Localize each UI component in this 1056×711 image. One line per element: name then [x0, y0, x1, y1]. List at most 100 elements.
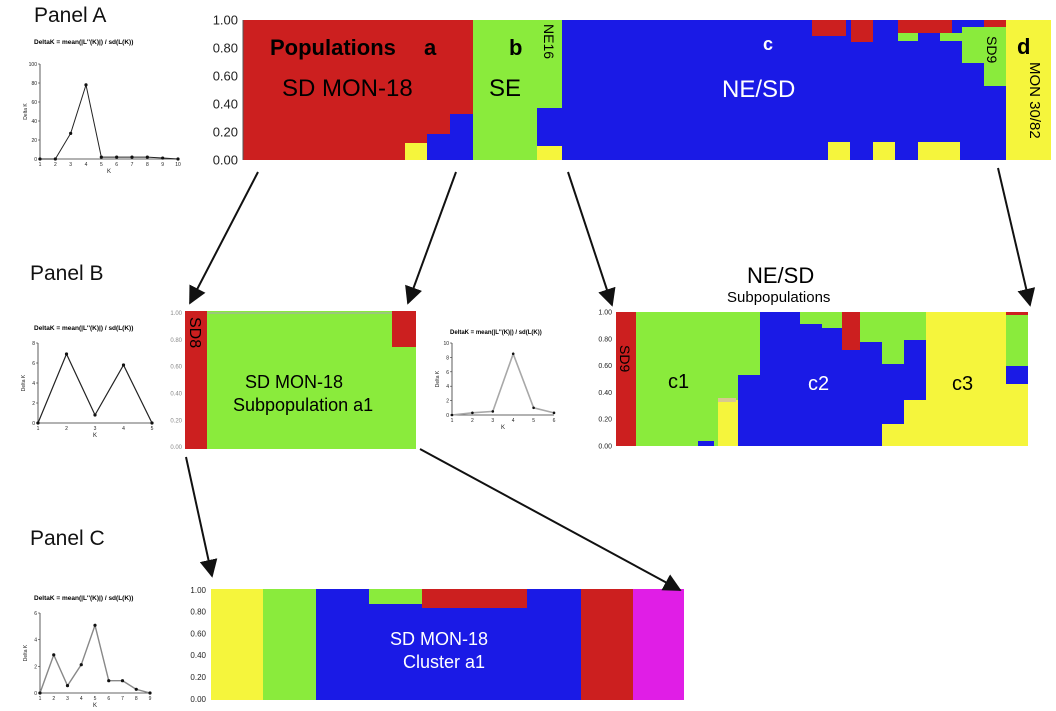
y-tick-label: 0.80 — [598, 336, 612, 343]
deltak-point — [107, 679, 111, 683]
panel-c-structure-plot: 1.00 0.80 0.60 0.40 0.20 0.00 SD MON-18 Clust… — [190, 586, 684, 704]
panel-b-left-title-1: SD MON-18 — [245, 372, 343, 392]
panel-b-right-c2-green-top-1 — [800, 312, 822, 324]
deltak-y-tick-label: 2 — [446, 399, 449, 405]
panel-b-right-c3-yellow-d — [1006, 384, 1028, 446]
deltak-y-tick-label: 6 — [32, 361, 35, 367]
panel-a-sd-mon18-label: SD MON-18 — [282, 75, 413, 102]
deltak-point — [64, 352, 69, 356]
panel-a-cluster-b-green — [473, 20, 537, 160]
panel-c-magenta — [633, 589, 684, 700]
y-tick-label: 0.20 — [213, 125, 238, 140]
panel-b-inset-deltak-title: DeltaK = mean(|L''(K)|) / sd(L(K)) — [450, 330, 542, 336]
deltak-y-label: Delta K — [23, 644, 29, 661]
deltak-y-tick-label: 8 — [32, 341, 35, 347]
y-tick-label: 0.80 — [170, 338, 182, 344]
arrow-b-to-c-1 — [185, 456, 218, 578]
deltak-point — [38, 691, 42, 695]
panel-b-deltak-title: DeltaK = mean(|L''(K)|) / sd(L(K)) — [34, 325, 133, 332]
y-tick-label: 0.80 — [190, 608, 206, 617]
panel-b-right-c2-green-top-5 — [904, 312, 926, 340]
panel-b-deltak-plot: DeltaK = mean(|L''(K)|) / sd(L(K)) 0 2 4 6 8… — [21, 325, 154, 439]
deltak-point — [491, 410, 495, 413]
panel-b-label: Panel B — [30, 262, 104, 285]
panel-c-green — [263, 589, 316, 700]
panel-b-right-c3-green — [1006, 312, 1028, 366]
deltak-point — [471, 411, 474, 415]
deltak-point — [115, 155, 119, 159]
panel-a-ne16-yellow — [537, 146, 562, 160]
deltak-line — [451, 351, 555, 416]
panel-c-red-top — [422, 589, 527, 608]
panel-a-populations-label: Populations — [270, 35, 396, 60]
y-tick-label: 0.00 — [213, 153, 238, 168]
deltak-y-tick-label: 2 — [34, 664, 37, 670]
panel-b-right-sd9-red — [616, 312, 636, 446]
deltak-x-tick-label: 5 — [151, 426, 154, 432]
panel-a-y-tick-labels: 1.00 0.80 0.60 0.40 0.20 0.00 — [213, 13, 238, 168]
deltak-point — [93, 623, 97, 627]
panel-a-mon3082-label: MON 30/82 — [1026, 62, 1043, 139]
panel-a-ne16-label: NE16 — [541, 24, 557, 59]
panel-a-sd9-label: SD9 — [984, 36, 1000, 63]
y-tick-label: 0.40 — [170, 392, 182, 398]
deltak-y-tick-label: 20 — [31, 138, 37, 144]
panel-a-ne16-green — [537, 20, 562, 108]
deltak-x-tick-label: 3 — [491, 418, 494, 424]
deltak-line — [39, 622, 151, 694]
deltak-x-tick-label: 4 — [80, 696, 83, 702]
deltak-y-tick-label: 80 — [31, 81, 37, 87]
panel-a-cluster-d-letter: d — [1017, 34, 1030, 59]
panel-b-left-red-top — [392, 311, 416, 347]
panel-c-y-tick-labels: 1.00 0.80 0.60 0.40 0.20 0.00 — [190, 586, 206, 704]
panel-a-c-red-3 — [898, 20, 952, 33]
connector-arrows — [185, 167, 1036, 591]
y-tick-label: 0.60 — [190, 629, 206, 638]
panel-a-cluster-a-blue1 — [427, 134, 450, 160]
y-tick-label: 0.60 — [598, 363, 612, 370]
y-tick-label: 1.00 — [598, 309, 612, 316]
y-tick-label: 0.00 — [170, 445, 182, 451]
deltak-point — [38, 157, 42, 161]
deltak-point — [161, 156, 165, 160]
deltak-point — [93, 413, 97, 417]
deltak-x-tick-label: 2 — [65, 426, 68, 432]
y-tick-label: 0.80 — [213, 41, 238, 56]
deltak-point — [65, 684, 70, 688]
deltak-point — [145, 155, 149, 159]
panel-b-right-c2-label: c2 — [808, 373, 829, 395]
panel-b-right-c3-yellow-c — [926, 312, 1006, 446]
deltak-point — [121, 363, 126, 367]
deltak-y-tick-label: 4 — [32, 381, 35, 387]
deltak-point — [450, 413, 454, 417]
deltak-y-tick-label: 8 — [446, 355, 449, 361]
panel-b-right-red-top — [1006, 312, 1028, 315]
deltak-point — [511, 352, 515, 356]
y-tick-label: 0.20 — [598, 417, 612, 424]
panel-b-left-sd8-red — [185, 311, 207, 449]
deltak-y-tick-label: 4 — [446, 384, 449, 390]
deltak-x-label: K — [93, 433, 97, 439]
panel-a-cluster-c-letter: c — [763, 34, 773, 54]
deltak-point — [120, 679, 125, 683]
y-tick-label: 1.00 — [170, 311, 182, 317]
panel-b-right-c3-yellow-a — [882, 424, 904, 446]
y-tick-label: 0.20 — [170, 418, 182, 424]
panel-c-title-1: SD MON-18 — [390, 629, 488, 649]
deltak-point — [53, 157, 57, 161]
arrow-a-to-b-left-1 — [189, 171, 259, 305]
deltak-y-tick-label: 60 — [31, 100, 37, 106]
deltak-y-tick-label: 0 — [32, 421, 35, 427]
deltak-point — [148, 691, 152, 695]
panel-b-right-c3-label: c3 — [952, 373, 973, 395]
panel-b-right-c2-green-top-4 — [882, 312, 904, 364]
deltak-y-tick-label: 6 — [446, 370, 449, 376]
y-tick-label: 0.40 — [190, 651, 206, 660]
panel-b-right-c1-label: c1 — [668, 371, 689, 393]
panel-a-cluster-a-letter: a — [424, 35, 437, 60]
deltak-x-tick-label: 9 — [161, 162, 164, 168]
deltak-x-tick-label: 4 — [512, 418, 515, 424]
deltak-y-label: Delta K — [21, 374, 27, 391]
y-tick-label: 0.60 — [170, 365, 182, 371]
panel-b-left-y-tick-labels: 1.00 0.80 0.60 0.40 0.20 0.00 — [170, 311, 182, 451]
